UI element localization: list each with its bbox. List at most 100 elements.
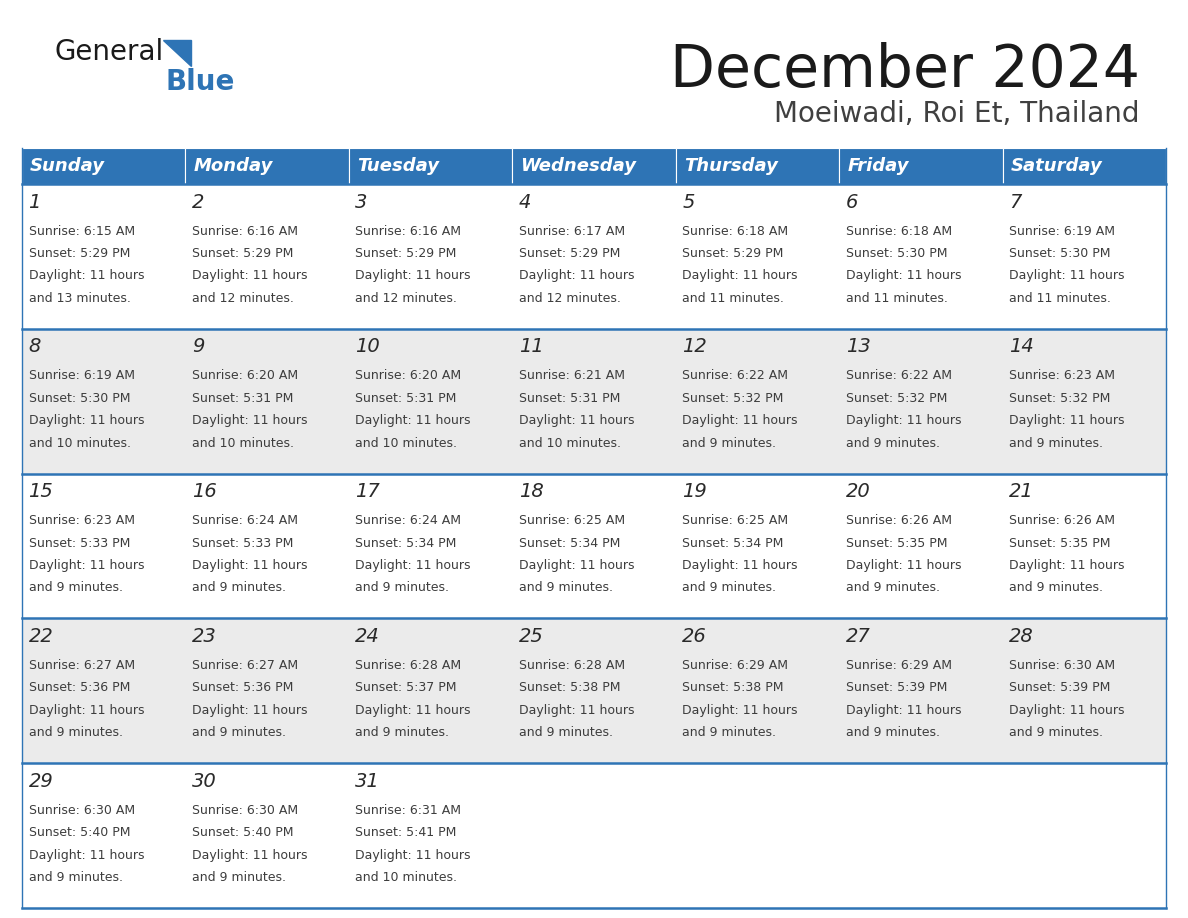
Text: 23: 23 xyxy=(192,627,216,646)
Text: Sunset: 5:34 PM: Sunset: 5:34 PM xyxy=(355,537,456,550)
Text: Daylight: 11 hours: Daylight: 11 hours xyxy=(29,414,144,427)
Text: December 2024: December 2024 xyxy=(670,42,1140,99)
Text: and 9 minutes.: and 9 minutes. xyxy=(192,871,286,884)
Text: 6: 6 xyxy=(846,193,858,212)
Text: Tuesday: Tuesday xyxy=(358,157,440,175)
Text: Sunrise: 6:29 AM: Sunrise: 6:29 AM xyxy=(846,659,952,672)
Bar xyxy=(512,474,676,619)
Text: and 9 minutes.: and 9 minutes. xyxy=(519,726,613,739)
Text: and 9 minutes.: and 9 minutes. xyxy=(846,581,940,595)
Bar xyxy=(839,474,1003,619)
Text: and 13 minutes.: and 13 minutes. xyxy=(29,292,131,305)
Bar xyxy=(1003,619,1165,763)
Text: Sunrise: 6:28 AM: Sunrise: 6:28 AM xyxy=(355,659,461,672)
Bar xyxy=(676,619,839,763)
Text: Sunset: 5:39 PM: Sunset: 5:39 PM xyxy=(846,681,947,694)
Bar xyxy=(349,329,512,474)
Text: and 11 minutes.: and 11 minutes. xyxy=(1009,292,1111,305)
Text: Thursday: Thursday xyxy=(684,157,778,175)
Text: Sunrise: 6:30 AM: Sunrise: 6:30 AM xyxy=(29,804,134,817)
Text: Blue: Blue xyxy=(165,68,234,96)
Text: Sunrise: 6:30 AM: Sunrise: 6:30 AM xyxy=(1009,659,1116,672)
Text: Sunset: 5:30 PM: Sunset: 5:30 PM xyxy=(846,247,947,260)
Text: 3: 3 xyxy=(355,193,368,212)
Text: and 10 minutes.: and 10 minutes. xyxy=(519,437,621,450)
Text: Wednesday: Wednesday xyxy=(520,157,637,175)
Text: Sunday: Sunday xyxy=(30,157,106,175)
Text: and 10 minutes.: and 10 minutes. xyxy=(355,437,457,450)
Text: Daylight: 11 hours: Daylight: 11 hours xyxy=(1009,704,1125,717)
Text: and 9 minutes.: and 9 minutes. xyxy=(846,726,940,739)
Text: 9: 9 xyxy=(192,338,204,356)
Bar xyxy=(349,474,512,619)
Bar xyxy=(676,763,839,908)
Text: Sunrise: 6:16 AM: Sunrise: 6:16 AM xyxy=(355,225,461,238)
Text: Daylight: 11 hours: Daylight: 11 hours xyxy=(682,704,798,717)
Bar xyxy=(839,763,1003,908)
Text: and 9 minutes.: and 9 minutes. xyxy=(682,581,776,595)
Text: Sunset: 5:31 PM: Sunset: 5:31 PM xyxy=(519,392,620,405)
Bar xyxy=(23,474,185,619)
Text: 29: 29 xyxy=(29,772,53,791)
Text: 16: 16 xyxy=(192,482,216,501)
Bar xyxy=(349,619,512,763)
Text: 15: 15 xyxy=(29,482,53,501)
Text: Sunset: 5:38 PM: Sunset: 5:38 PM xyxy=(519,681,620,694)
Text: 28: 28 xyxy=(1009,627,1034,646)
Text: and 11 minutes.: and 11 minutes. xyxy=(846,292,948,305)
Text: 18: 18 xyxy=(519,482,544,501)
Text: Sunrise: 6:16 AM: Sunrise: 6:16 AM xyxy=(192,225,298,238)
Text: Sunrise: 6:30 AM: Sunrise: 6:30 AM xyxy=(192,804,298,817)
Text: Sunset: 5:29 PM: Sunset: 5:29 PM xyxy=(355,247,456,260)
Text: 20: 20 xyxy=(846,482,871,501)
Text: Sunset: 5:32 PM: Sunset: 5:32 PM xyxy=(1009,392,1111,405)
Text: 31: 31 xyxy=(355,772,380,791)
Text: Daylight: 11 hours: Daylight: 11 hours xyxy=(192,559,308,572)
Bar xyxy=(676,329,839,474)
Text: Sunset: 5:31 PM: Sunset: 5:31 PM xyxy=(192,392,293,405)
Text: Sunrise: 6:25 AM: Sunrise: 6:25 AM xyxy=(519,514,625,527)
Text: and 12 minutes.: and 12 minutes. xyxy=(519,292,620,305)
Text: Monday: Monday xyxy=(194,157,273,175)
Text: Sunrise: 6:25 AM: Sunrise: 6:25 AM xyxy=(682,514,789,527)
Bar xyxy=(185,619,349,763)
Text: 4: 4 xyxy=(519,193,531,212)
Text: Sunset: 5:35 PM: Sunset: 5:35 PM xyxy=(1009,537,1111,550)
Bar xyxy=(512,619,676,763)
Text: Sunrise: 6:18 AM: Sunrise: 6:18 AM xyxy=(682,225,789,238)
Bar xyxy=(512,329,676,474)
Bar xyxy=(676,474,839,619)
Text: and 9 minutes.: and 9 minutes. xyxy=(682,437,776,450)
Text: Sunrise: 6:19 AM: Sunrise: 6:19 AM xyxy=(29,369,134,382)
Bar xyxy=(839,148,1003,184)
Text: Sunrise: 6:26 AM: Sunrise: 6:26 AM xyxy=(846,514,952,527)
Text: and 9 minutes.: and 9 minutes. xyxy=(192,581,286,595)
Text: 22: 22 xyxy=(29,627,53,646)
Text: Daylight: 11 hours: Daylight: 11 hours xyxy=(192,704,308,717)
Text: and 9 minutes.: and 9 minutes. xyxy=(1009,581,1104,595)
Text: Friday: Friday xyxy=(847,157,909,175)
Text: Sunset: 5:29 PM: Sunset: 5:29 PM xyxy=(29,247,129,260)
Bar xyxy=(23,184,185,329)
Bar xyxy=(185,763,349,908)
Bar xyxy=(349,763,512,908)
Text: Sunset: 5:32 PM: Sunset: 5:32 PM xyxy=(846,392,947,405)
Bar xyxy=(349,184,512,329)
Text: Sunset: 5:30 PM: Sunset: 5:30 PM xyxy=(29,392,129,405)
Text: Sunrise: 6:20 AM: Sunrise: 6:20 AM xyxy=(355,369,461,382)
Text: Sunset: 5:36 PM: Sunset: 5:36 PM xyxy=(29,681,129,694)
Text: Sunset: 5:29 PM: Sunset: 5:29 PM xyxy=(192,247,293,260)
Text: 25: 25 xyxy=(519,627,544,646)
Text: Sunrise: 6:31 AM: Sunrise: 6:31 AM xyxy=(355,804,461,817)
Text: Daylight: 11 hours: Daylight: 11 hours xyxy=(355,704,470,717)
Text: and 9 minutes.: and 9 minutes. xyxy=(29,871,122,884)
Text: 26: 26 xyxy=(682,627,707,646)
Text: and 10 minutes.: and 10 minutes. xyxy=(192,437,293,450)
Text: Daylight: 11 hours: Daylight: 11 hours xyxy=(682,559,798,572)
Polygon shape xyxy=(163,40,191,66)
Bar xyxy=(185,329,349,474)
Text: Daylight: 11 hours: Daylight: 11 hours xyxy=(519,704,634,717)
Bar xyxy=(839,184,1003,329)
Text: and 9 minutes.: and 9 minutes. xyxy=(846,437,940,450)
Text: 8: 8 xyxy=(29,338,40,356)
